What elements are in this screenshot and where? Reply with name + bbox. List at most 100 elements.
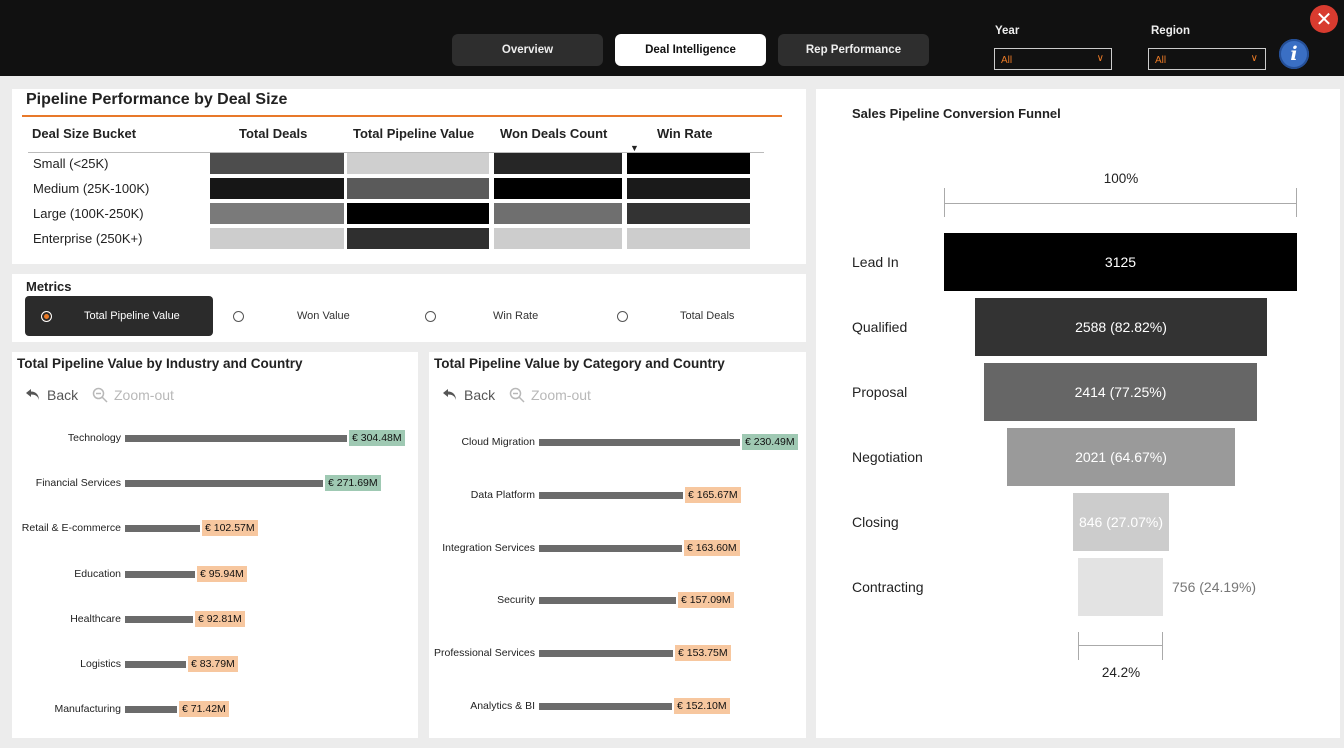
matrix-header-pipeline-value[interactable]: Total Pipeline Value xyxy=(353,126,475,141)
matrix-cell[interactable] xyxy=(627,178,750,199)
matrix-cell[interactable] xyxy=(494,203,622,224)
matrix-cell[interactable] xyxy=(494,228,622,249)
matrix-cell[interactable] xyxy=(210,153,344,174)
funnel-stage-value-label: 756 (24.19%) xyxy=(1172,579,1257,595)
region-dropdown[interactable]: All ∨ xyxy=(1148,48,1266,70)
bar[interactable] xyxy=(125,706,177,714)
bar[interactable] xyxy=(539,439,740,446)
bottom-bracket xyxy=(1078,645,1163,646)
matrix-cell[interactable] xyxy=(210,178,344,199)
funnel-stage-label: Lead In xyxy=(852,254,899,270)
close-icon[interactable]: ✕ xyxy=(1310,5,1338,33)
bar[interactable] xyxy=(125,661,186,668)
matrix-cell[interactable] xyxy=(347,178,489,199)
funnel-stage-bar[interactable]: 846 (27.07%) xyxy=(1073,493,1169,551)
bar[interactable] xyxy=(125,615,193,623)
bar[interactable] xyxy=(125,435,347,442)
matrix-cell[interactable] xyxy=(210,203,344,224)
bar[interactable] xyxy=(539,703,672,710)
funnel-stage-bar[interactable]: 2414 (77.25%) xyxy=(984,363,1257,421)
matrix-header-bucket[interactable]: Deal Size Bucket xyxy=(32,126,137,141)
chevron-down-icon: ∨ xyxy=(1096,53,1104,64)
funnel-stage-bar[interactable]: 3125 xyxy=(944,233,1297,291)
metric-option-label: Won Value xyxy=(297,310,350,322)
matrix-header-win-rate[interactable]: Win Rate xyxy=(657,126,713,141)
bar[interactable] xyxy=(125,480,323,488)
sort-descending-icon[interactable]: ▼ xyxy=(630,143,639,153)
metric-option-won-value[interactable]: Won Value xyxy=(231,296,411,336)
bar[interactable] xyxy=(539,650,673,658)
matrix-cell[interactable] xyxy=(627,203,750,224)
metric-option-win-rate[interactable]: Win Rate xyxy=(423,296,603,336)
radio-selected-icon[interactable] xyxy=(41,311,52,322)
bar[interactable] xyxy=(539,597,676,605)
radio-icon[interactable] xyxy=(617,311,628,322)
bar-data-label: € 71.42M xyxy=(179,701,229,718)
funnel-panel: Sales Pipeline Conversion Funnel 100% Le… xyxy=(816,89,1340,738)
metric-option-label: Total Deals xyxy=(680,310,735,322)
funnel-stage-bar[interactable] xyxy=(1078,558,1163,616)
funnel-stage-label: Closing xyxy=(852,514,899,530)
matrix-cell[interactable] xyxy=(494,178,622,199)
funnel-stage-bar[interactable]: 2588 (82.82%) xyxy=(975,298,1267,356)
category-chart-title: Total Pipeline Value by Category and Cou… xyxy=(434,356,725,371)
bar[interactable] xyxy=(539,544,682,552)
bar[interactable] xyxy=(125,570,195,578)
radio-icon[interactable] xyxy=(425,311,436,322)
tab-overview[interactable]: Overview xyxy=(452,34,603,66)
funnel-stage-label: Contracting xyxy=(852,579,924,595)
bar-category-label: Financial Services xyxy=(35,477,121,490)
funnel-stage-label: Qualified xyxy=(852,319,908,335)
bar-category-label: Professional Services xyxy=(434,647,535,660)
bar-category-label: Security xyxy=(497,594,535,607)
region-filter-label: Region xyxy=(1151,25,1190,37)
matrix-cell[interactable] xyxy=(494,153,622,174)
matrix-header-won-deals[interactable]: Won Deals Count xyxy=(500,126,608,141)
matrix-header-total-deals[interactable]: Total Deals xyxy=(239,126,308,141)
matrix-cell[interactable] xyxy=(347,153,489,174)
back-arrow-icon xyxy=(443,389,456,400)
metric-option-label: Total Pipeline Value xyxy=(84,310,180,322)
bar[interactable] xyxy=(539,491,683,499)
zoom-out-button[interactable]: Zoom-out xyxy=(509,387,591,403)
bar[interactable] xyxy=(125,525,200,533)
bottom-bracket-right xyxy=(1162,632,1163,660)
matrix-row-label[interactable]: Small (<25K) xyxy=(33,156,109,171)
bar-data-label: € 304.48M xyxy=(349,430,405,446)
bar-data-label: € 102.57M xyxy=(202,520,258,537)
funnel-title: Sales Pipeline Conversion Funnel xyxy=(852,106,1061,121)
year-filter-label: Year xyxy=(995,25,1020,37)
top-bracket xyxy=(944,203,1297,204)
deal-size-matrix-panel: Pipeline Performance by Deal Size Deal S… xyxy=(12,89,806,264)
matrix-cell[interactable] xyxy=(627,153,750,174)
bar-data-label: € 92.81M xyxy=(195,610,245,627)
bar-data-label: € 157.09M xyxy=(678,592,734,609)
radio-icon[interactable] xyxy=(233,311,244,322)
zoom-out-button[interactable]: Zoom-out xyxy=(92,387,174,403)
title-underline xyxy=(22,115,782,117)
matrix-cell[interactable] xyxy=(627,228,750,249)
metrics-panel: Metrics Total Pipeline Value Won Value W… xyxy=(12,274,806,342)
info-icon[interactable]: i xyxy=(1279,39,1309,69)
funnel-bottom-percent: 24.2% xyxy=(1101,665,1141,680)
matrix-row-label[interactable]: Large (100K-250K) xyxy=(33,206,144,221)
bottom-bracket-left xyxy=(1078,632,1079,660)
matrix-cell[interactable] xyxy=(347,228,489,249)
tab-deal-intelligence[interactable]: Deal Intelligence xyxy=(615,34,766,66)
matrix-cell[interactable] xyxy=(347,203,489,224)
matrix-cell[interactable] xyxy=(210,228,344,249)
funnel-stage-bar[interactable]: 2021 (64.67%) xyxy=(1007,428,1235,486)
bar-data-label: € 230.49M xyxy=(742,434,798,450)
metric-option-total-deals[interactable]: Total Deals xyxy=(615,296,795,336)
matrix-row-label[interactable]: Medium (25K-100K) xyxy=(33,181,150,196)
industry-chart-title: Total Pipeline Value by Industry and Cou… xyxy=(17,356,303,371)
bar-data-label: € 83.79M xyxy=(188,656,238,672)
back-button[interactable]: Back xyxy=(25,387,78,403)
metric-option-total-pipeline-value[interactable]: Total Pipeline Value xyxy=(25,296,213,336)
matrix-row-label[interactable]: Enterprise (250K+) xyxy=(33,231,143,246)
tab-rep-performance[interactable]: Rep Performance xyxy=(778,34,929,66)
funnel-top-percent: 100% xyxy=(1103,171,1139,186)
year-dropdown[interactable]: All ∨ xyxy=(994,48,1112,70)
back-arrow-icon xyxy=(26,389,39,400)
back-button[interactable]: Back xyxy=(442,387,495,403)
